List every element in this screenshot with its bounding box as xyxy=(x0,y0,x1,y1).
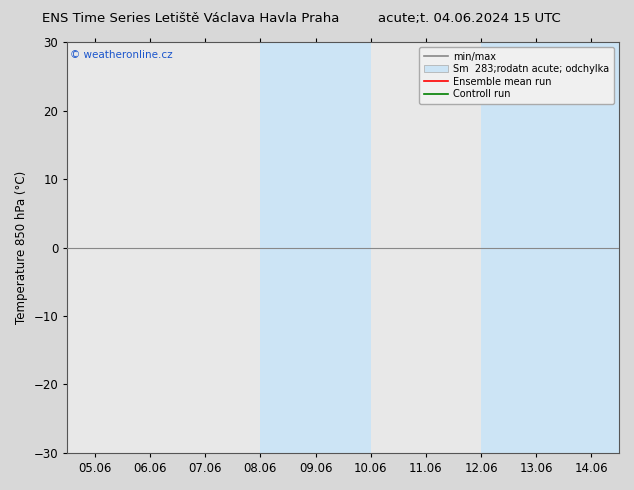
Y-axis label: Temperature 850 hPa (°C): Temperature 850 hPa (°C) xyxy=(15,171,28,324)
Text: ENS Time Series Letiště Václava Havla Praha: ENS Time Series Letiště Václava Havla Pr… xyxy=(41,12,339,25)
Text: © weatheronline.cz: © weatheronline.cz xyxy=(70,50,172,60)
Bar xyxy=(481,42,619,453)
Bar xyxy=(261,42,371,453)
Text: acute;t. 04.06.2024 15 UTC: acute;t. 04.06.2024 15 UTC xyxy=(378,12,560,25)
Legend: min/max, Sm  283;rodatn acute; odchylka, Ensemble mean run, Controll run: min/max, Sm 283;rodatn acute; odchylka, … xyxy=(419,47,614,104)
